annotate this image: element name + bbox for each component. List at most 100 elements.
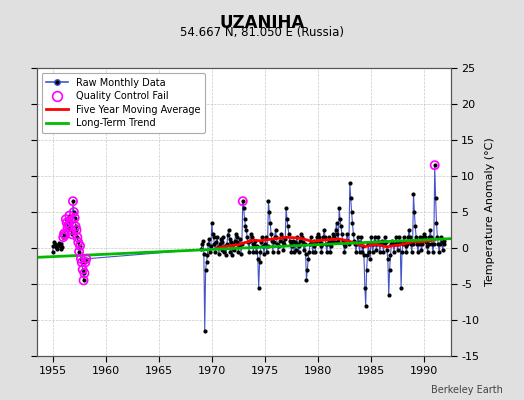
Point [72,227,81,233]
Point [281,236,289,242]
Point [411,223,419,230]
Point [319,234,328,240]
Point [318,241,326,248]
Point [62,216,70,222]
Point [263,248,271,255]
Point [273,241,281,248]
Point [344,238,352,244]
Point [70,209,78,215]
Point [402,248,411,255]
Point [209,230,217,237]
Point [202,259,211,266]
Point [385,292,393,298]
Point [362,302,370,309]
Point [79,277,88,284]
Point [308,239,316,246]
Point [297,230,305,237]
Point [354,234,362,240]
Point [71,214,79,221]
Point [255,259,264,266]
Point [329,230,337,237]
Point [372,247,380,253]
Point [356,241,365,248]
Point [230,247,238,253]
Point [52,244,60,250]
Point [265,209,274,215]
Point [326,248,334,255]
Point [354,239,363,246]
Point [238,198,247,204]
Point [299,239,307,246]
Point [256,248,265,255]
Point [384,256,392,262]
Point [382,239,390,246]
Point [223,241,231,248]
Point [77,256,85,262]
Point [381,234,389,240]
Point [439,241,447,248]
Point [340,248,348,255]
Point [82,256,91,262]
Point [64,222,73,228]
Point [361,284,369,291]
Point [364,241,373,248]
Point [296,238,304,244]
Point [199,238,207,244]
Point [222,252,230,258]
Point [63,225,72,231]
Point [311,248,320,255]
Point [383,247,391,253]
Point [440,238,449,244]
Point [206,248,214,255]
Point [247,234,256,240]
Point [261,241,269,248]
Point [68,231,77,238]
Point [246,238,254,244]
Point [342,238,351,244]
Point [57,246,65,253]
Point [231,238,239,244]
Point [238,241,246,248]
Point [303,266,312,273]
Point [207,243,215,249]
Point [76,243,84,249]
Point [289,238,298,244]
Point [352,248,360,255]
Point [417,247,425,253]
Point [419,234,428,240]
Point [201,328,209,334]
Point [380,241,388,248]
Point [62,220,71,226]
Point [425,234,433,240]
Point [198,241,206,248]
Point [49,243,58,249]
Point [219,234,227,240]
Point [313,234,321,240]
Point [232,230,240,237]
Point [50,239,59,246]
Point [278,239,287,246]
Point [300,241,309,248]
Point [201,266,210,273]
Point [249,248,258,255]
Point [372,239,380,246]
Point [245,248,253,255]
Point [272,234,280,240]
Point [436,241,444,248]
Point [68,231,77,238]
Point [337,223,345,230]
Point [269,239,278,246]
Point [324,234,333,240]
Point [286,241,294,248]
Point [217,247,226,253]
Point [422,243,431,249]
Point [258,234,266,240]
Point [390,248,398,255]
Point [405,227,413,233]
Point [66,218,74,224]
Point [233,239,242,246]
Point [74,239,82,246]
Point [387,241,396,248]
Point [351,241,359,248]
Point [293,241,302,248]
